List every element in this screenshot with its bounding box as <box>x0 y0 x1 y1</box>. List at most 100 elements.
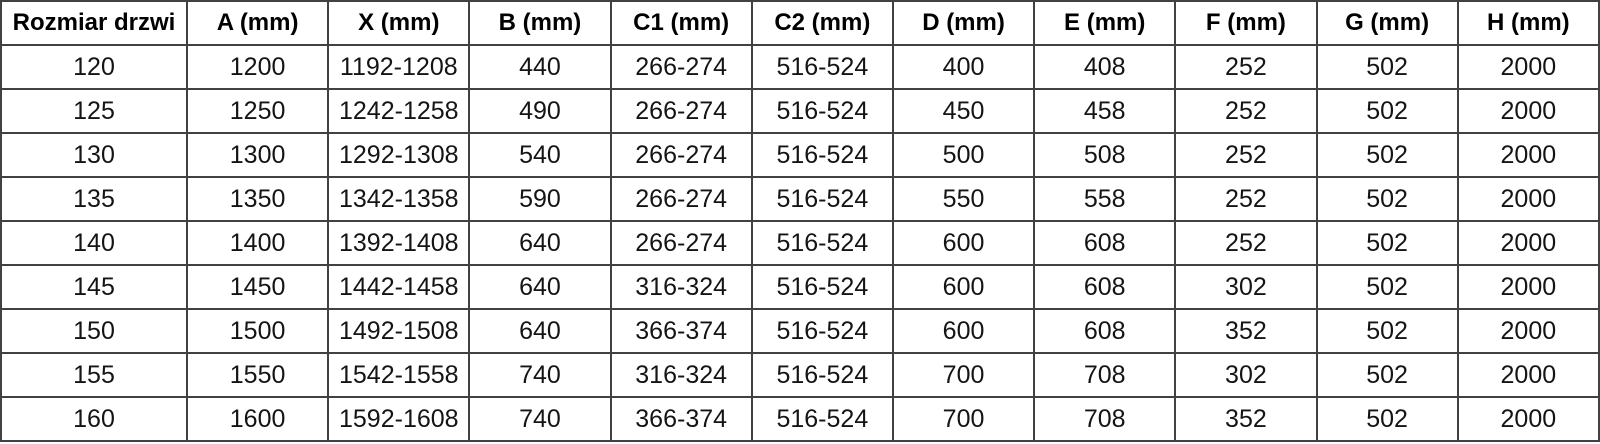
dimension-cell: 1442-1458 <box>327 264 471 310</box>
dimension-cell: 302 <box>1174 264 1318 310</box>
dimension-cell: 640 <box>468 264 612 310</box>
dimension-cell: 1400 <box>185 220 330 266</box>
dimension-cell: 1500 <box>185 308 330 354</box>
dimension-cell: 266-274 <box>609 132 753 178</box>
table-row: 125 1250 1242-1258 490 266-274 516-524 450 458 2… <box>0 88 1600 134</box>
dimension-cell: 502 <box>1315 176 1459 222</box>
dimension-cell: 1300 <box>185 132 330 178</box>
door-size-cell: 140 <box>0 220 188 266</box>
dimension-cell: 1242-1258 <box>327 88 471 134</box>
column-header: H (mm) <box>1456 0 1600 46</box>
dimension-cell: 500 <box>891 132 1036 178</box>
dimension-cell: 516-524 <box>750 396 894 442</box>
dimension-cell: 408 <box>1033 44 1177 90</box>
dimension-cell: 600 <box>891 308 1036 354</box>
door-size-cell: 130 <box>0 132 188 178</box>
table-row: 155 1550 1542-1558 740 316-324 516-524 700 708 3… <box>0 352 1600 398</box>
dimension-cell: 458 <box>1033 88 1177 134</box>
dimension-cell: 2000 <box>1456 352 1600 398</box>
dimension-cell: 366-374 <box>609 308 753 354</box>
dimension-cell: 708 <box>1033 352 1177 398</box>
dimension-cell: 252 <box>1174 88 1318 134</box>
dimension-cell: 252 <box>1174 176 1318 222</box>
dimension-cell: 1592-1608 <box>327 396 471 442</box>
dimension-cell: 608 <box>1033 264 1177 310</box>
dimension-cell: 540 <box>468 132 612 178</box>
dimension-cell: 1200 <box>185 44 330 90</box>
dimension-cell: 352 <box>1174 308 1318 354</box>
dimension-cell: 1450 <box>185 264 330 310</box>
dimension-cell: 2000 <box>1456 220 1600 266</box>
dimension-cell: 316-324 <box>609 352 753 398</box>
dimension-cell: 266-274 <box>609 176 753 222</box>
column-header: G (mm) <box>1315 0 1459 46</box>
dimension-cell: 516-524 <box>750 308 894 354</box>
dimension-cell: 266-274 <box>609 44 753 90</box>
dimension-cell: 1550 <box>185 352 330 398</box>
dimension-cell: 302 <box>1174 352 1318 398</box>
dimension-cell: 1292-1308 <box>327 132 471 178</box>
dimension-cell: 516-524 <box>750 352 894 398</box>
door-size-cell: 150 <box>0 308 188 354</box>
door-size-cell: 135 <box>0 176 188 222</box>
dimension-cell: 490 <box>468 88 612 134</box>
dimension-cell: 1192-1208 <box>327 44 471 90</box>
dimension-cell: 1492-1508 <box>327 308 471 354</box>
dimension-cell: 516-524 <box>750 220 894 266</box>
dimension-cell: 558 <box>1033 176 1177 222</box>
table-row: 140 1400 1392-1408 640 266-274 516-524 600 608 2… <box>0 220 1600 266</box>
column-header: C2 (mm) <box>750 0 894 46</box>
door-size-cell: 120 <box>0 44 188 90</box>
dimension-cell: 440 <box>468 44 612 90</box>
table-row: 160 1600 1592-1608 740 366-374 516-524 700 708 3… <box>0 396 1600 442</box>
door-size-cell: 125 <box>0 88 188 134</box>
dimension-cell: 266-274 <box>609 88 753 134</box>
column-header: E (mm) <box>1033 0 1177 46</box>
dimension-cell: 1350 <box>185 176 330 222</box>
dimension-cell: 502 <box>1315 264 1459 310</box>
dimension-cell: 608 <box>1033 308 1177 354</box>
door-size-cell: 155 <box>0 352 188 398</box>
dimension-cell: 516-524 <box>750 44 894 90</box>
dimension-cell: 502 <box>1315 308 1459 354</box>
column-header: B (mm) <box>468 0 612 46</box>
table-row: 120 1200 1192-1208 440 266-274 516-524 400 408 2… <box>0 44 1600 90</box>
dimension-cell: 352 <box>1174 396 1318 442</box>
table-row: 130 1300 1292-1308 540 266-274 516-524 500 508 2… <box>0 132 1600 178</box>
dimension-cell: 600 <box>891 220 1036 266</box>
dimension-cell: 516-524 <box>750 264 894 310</box>
door-size-cell: 160 <box>0 396 188 442</box>
column-header-door-size: Rozmiar drzwi <box>0 0 188 46</box>
dimension-cell: 2000 <box>1456 132 1600 178</box>
dimension-cell: 502 <box>1315 396 1459 442</box>
dimension-cell: 252 <box>1174 220 1318 266</box>
dimension-cell: 508 <box>1033 132 1177 178</box>
dimension-cell: 2000 <box>1456 396 1600 442</box>
column-header: F (mm) <box>1174 0 1318 46</box>
dimension-cell: 516-524 <box>750 88 894 134</box>
dimension-cell: 2000 <box>1456 308 1600 354</box>
dimension-cell: 740 <box>468 396 612 442</box>
dimension-cell: 2000 <box>1456 44 1600 90</box>
column-header: A (mm) <box>185 0 330 46</box>
dimension-cell: 1542-1558 <box>327 352 471 398</box>
dimension-cell: 740 <box>468 352 612 398</box>
dimension-cell: 700 <box>891 352 1036 398</box>
dimension-cell: 400 <box>891 44 1036 90</box>
dimension-cell: 608 <box>1033 220 1177 266</box>
column-header: C1 (mm) <box>609 0 753 46</box>
dimension-cell: 1250 <box>185 88 330 134</box>
dimension-cell: 502 <box>1315 352 1459 398</box>
table-row: 150 1500 1492-1508 640 366-374 516-524 600 608 3… <box>0 308 1600 354</box>
dimension-cell: 516-524 <box>750 132 894 178</box>
dimension-cell: 502 <box>1315 220 1459 266</box>
dimension-cell: 502 <box>1315 132 1459 178</box>
column-header: X (mm) <box>327 0 471 46</box>
dimension-cell: 366-374 <box>609 396 753 442</box>
dimension-cell: 1392-1408 <box>327 220 471 266</box>
dimension-cell: 252 <box>1174 132 1318 178</box>
dimension-cell: 708 <box>1033 396 1177 442</box>
dimension-cell: 2000 <box>1456 176 1600 222</box>
dimension-cell: 1342-1358 <box>327 176 471 222</box>
dimension-cell: 450 <box>891 88 1036 134</box>
